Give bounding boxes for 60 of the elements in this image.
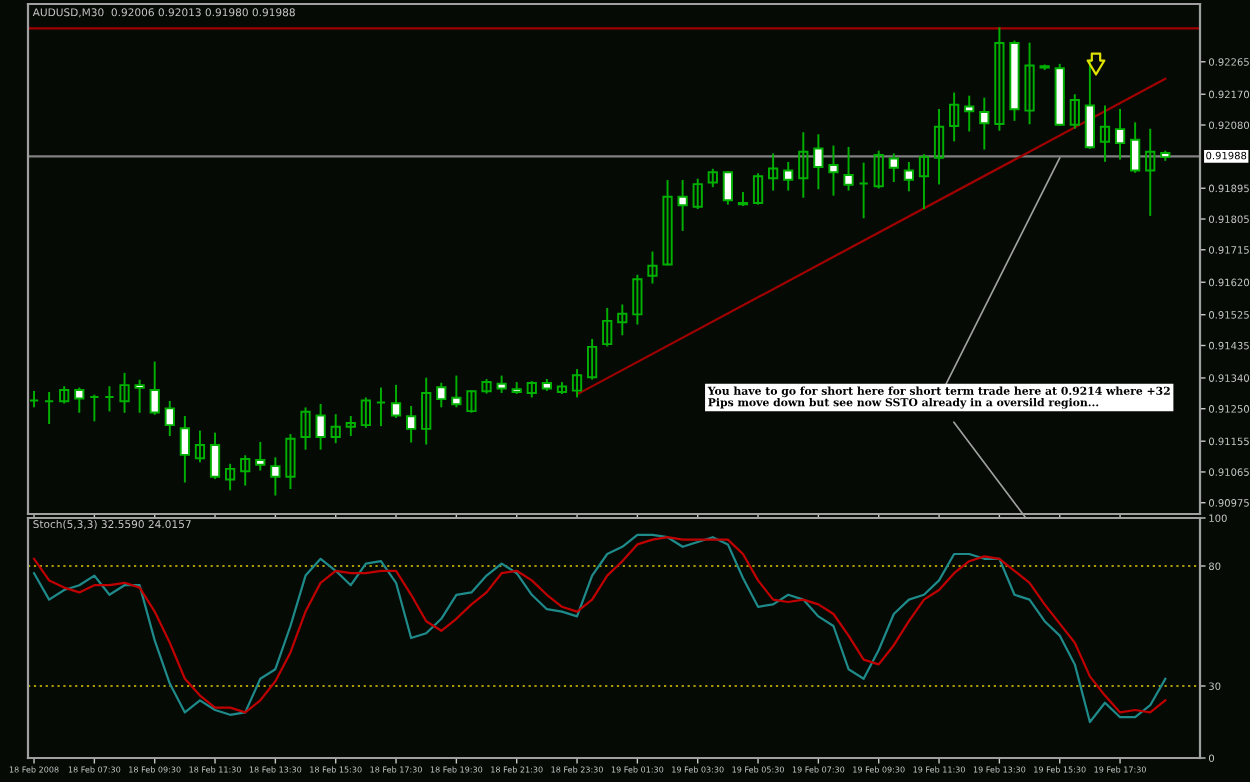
candlestick: [240, 455, 251, 486]
candlestick: [390, 384, 402, 418]
candlestick: [888, 153, 899, 183]
candlestick: [1130, 122, 1141, 173]
candlestick: [918, 154, 930, 210]
candlestick: [421, 377, 432, 445]
candlestick: [783, 161, 794, 191]
candlestick: [270, 457, 281, 496]
candlestick: [571, 369, 583, 398]
candlestick: [164, 400, 175, 437]
candlestick: [1145, 128, 1156, 216]
candlestick: [119, 372, 130, 413]
candlestick: [74, 387, 85, 413]
candlestick: [1114, 109, 1126, 160]
candlestick: [768, 153, 779, 191]
candlestick: [59, 386, 70, 404]
candlestick: [979, 97, 990, 150]
candlestick: [722, 171, 733, 205]
candlestick: [873, 150, 884, 189]
candlestick: [194, 430, 206, 463]
candlestick: [315, 403, 326, 450]
candlestick: [632, 274, 643, 325]
candlestick: [149, 361, 160, 415]
candlestick: [134, 379, 145, 413]
candlestick: [677, 180, 688, 231]
candlestick: [843, 146, 854, 191]
candlestick: [964, 95, 975, 132]
candlestick: [662, 180, 673, 266]
candlestick: [209, 432, 221, 480]
candlestick: [330, 414, 341, 444]
candlestick: [692, 178, 703, 210]
candlestick: [1099, 105, 1111, 162]
candlestick: [285, 434, 296, 489]
candlestick: [933, 109, 945, 185]
candlestick: [828, 145, 839, 196]
candlestick: [587, 339, 598, 380]
candlestick: [949, 92, 960, 142]
candlestick: [255, 441, 266, 471]
candlestick: [813, 134, 824, 190]
candlestick: [179, 415, 190, 483]
candlestick: [466, 390, 477, 413]
candlestick: [300, 407, 311, 450]
candlestick: [903, 161, 914, 192]
candlestick: [602, 307, 613, 347]
candlestick: [1069, 94, 1080, 129]
candlestick: [406, 406, 417, 443]
candlestick: [798, 132, 809, 198]
candlestick: [436, 382, 447, 408]
candlestick: [345, 415, 356, 437]
candlestick: [737, 192, 749, 206]
candlestick: [556, 382, 568, 394]
candlestick: [994, 27, 1005, 131]
candlestick: [225, 463, 236, 491]
candlestick: [647, 251, 658, 284]
candlestick: [451, 375, 462, 408]
candlestick: [752, 173, 764, 205]
candlestick: [360, 397, 371, 428]
candlestick: [1084, 59, 1096, 149]
candlestick: [617, 304, 628, 336]
candlestick: [1024, 42, 1035, 125]
